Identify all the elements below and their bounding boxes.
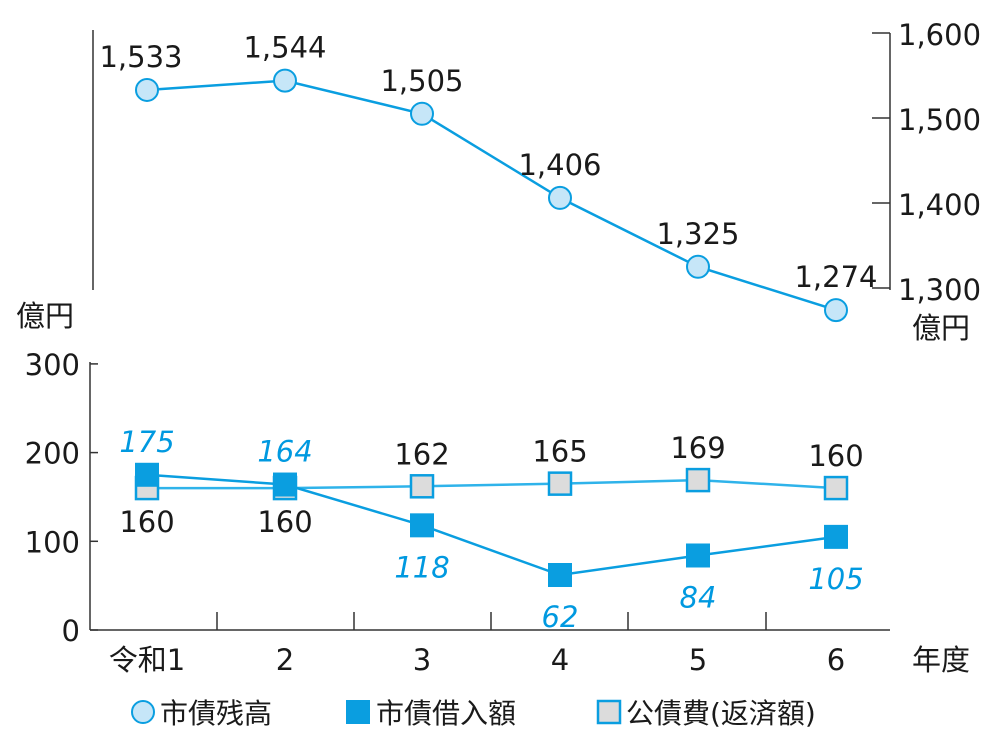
right-axis-tick-label: 1,600: [898, 18, 981, 52]
point-市債借入額: [135, 462, 159, 487]
data-label-公債費: 160: [257, 505, 312, 539]
x-axis-tick-label: 2: [276, 643, 294, 677]
right-axis-unit: 億円: [912, 311, 970, 345]
x-axis-tick-label: 6: [827, 643, 845, 677]
point-公債費: [547, 471, 573, 496]
series-line-公債費: [147, 478, 837, 490]
data-label-市債残高: 1,274: [794, 260, 877, 294]
data-label-市債借入額: 105: [808, 562, 863, 596]
data-label-市債借入額: 175: [119, 425, 174, 459]
point-市債残高: [410, 101, 434, 126]
series-line-市債残高: [146, 79, 837, 312]
right-axis-tick-label: 1,400: [898, 188, 981, 222]
point-市債残高: [273, 68, 297, 93]
right-axis-tick-label: 1,300: [898, 273, 981, 307]
y-axis-tick-label: 100: [25, 525, 80, 559]
legend-circle-icon: [131, 700, 155, 724]
x-axis-label: 年度: [912, 643, 970, 677]
data-label-市債借入額: 84: [680, 580, 717, 614]
point-公債費: [685, 467, 711, 493]
legend-gray-square-icon: [596, 699, 622, 725]
data-label-市債残高: 1,406: [518, 148, 601, 182]
x-axis-tick-label: 3: [413, 643, 431, 677]
data-label-市債借入額: 118: [394, 550, 449, 584]
data-label-市債残高: 1,533: [99, 40, 182, 74]
data-label-公債費: 160: [808, 439, 863, 473]
point-市債残高: [824, 298, 848, 323]
y-axis-tick-label: 200: [25, 437, 80, 471]
y-axis-tick-label: 0: [62, 614, 80, 648]
legend-label: 公債費(返済額): [626, 697, 816, 730]
legend-label: 市債残高: [160, 697, 272, 730]
point-市債借入額: [824, 524, 848, 549]
point-公債費: [823, 475, 849, 501]
point-市債残高: [135, 77, 159, 102]
data-label-公債費: 169: [670, 431, 725, 465]
point-市債残高: [686, 254, 710, 279]
data-label-公債費: 165: [532, 435, 587, 469]
top-left-unit: 億円: [16, 299, 74, 333]
series-line-市債借入額: [146, 473, 837, 577]
legend-filled-square-icon: [346, 700, 370, 724]
point-市債借入額: [548, 563, 572, 588]
data-label-市債残高: 1,505: [380, 64, 463, 98]
legend-label: 市債借入額: [376, 697, 516, 730]
point-市債借入額: [273, 472, 297, 497]
data-label-公債費: 160: [119, 505, 174, 539]
point-公債費: [409, 474, 435, 499]
right-axis-tick-label: 1,500: [898, 103, 981, 137]
data-label-公債費: 162: [394, 437, 449, 471]
point-市債残高: [548, 185, 572, 210]
x-axis-tick-label: 5: [689, 643, 707, 677]
data-label-市債借入額: 62: [542, 600, 579, 634]
y-axis-tick-label: 300: [25, 348, 80, 382]
x-axis-tick-label: 令和1: [109, 643, 185, 677]
data-label-市債残高: 1,325: [656, 217, 739, 251]
data-label-市債残高: 1,544: [243, 31, 326, 65]
point-市債借入額: [410, 513, 434, 538]
data-label-市債借入額: 164: [257, 435, 312, 469]
point-市債借入額: [686, 543, 710, 568]
x-axis-tick-label: 4: [551, 643, 569, 677]
